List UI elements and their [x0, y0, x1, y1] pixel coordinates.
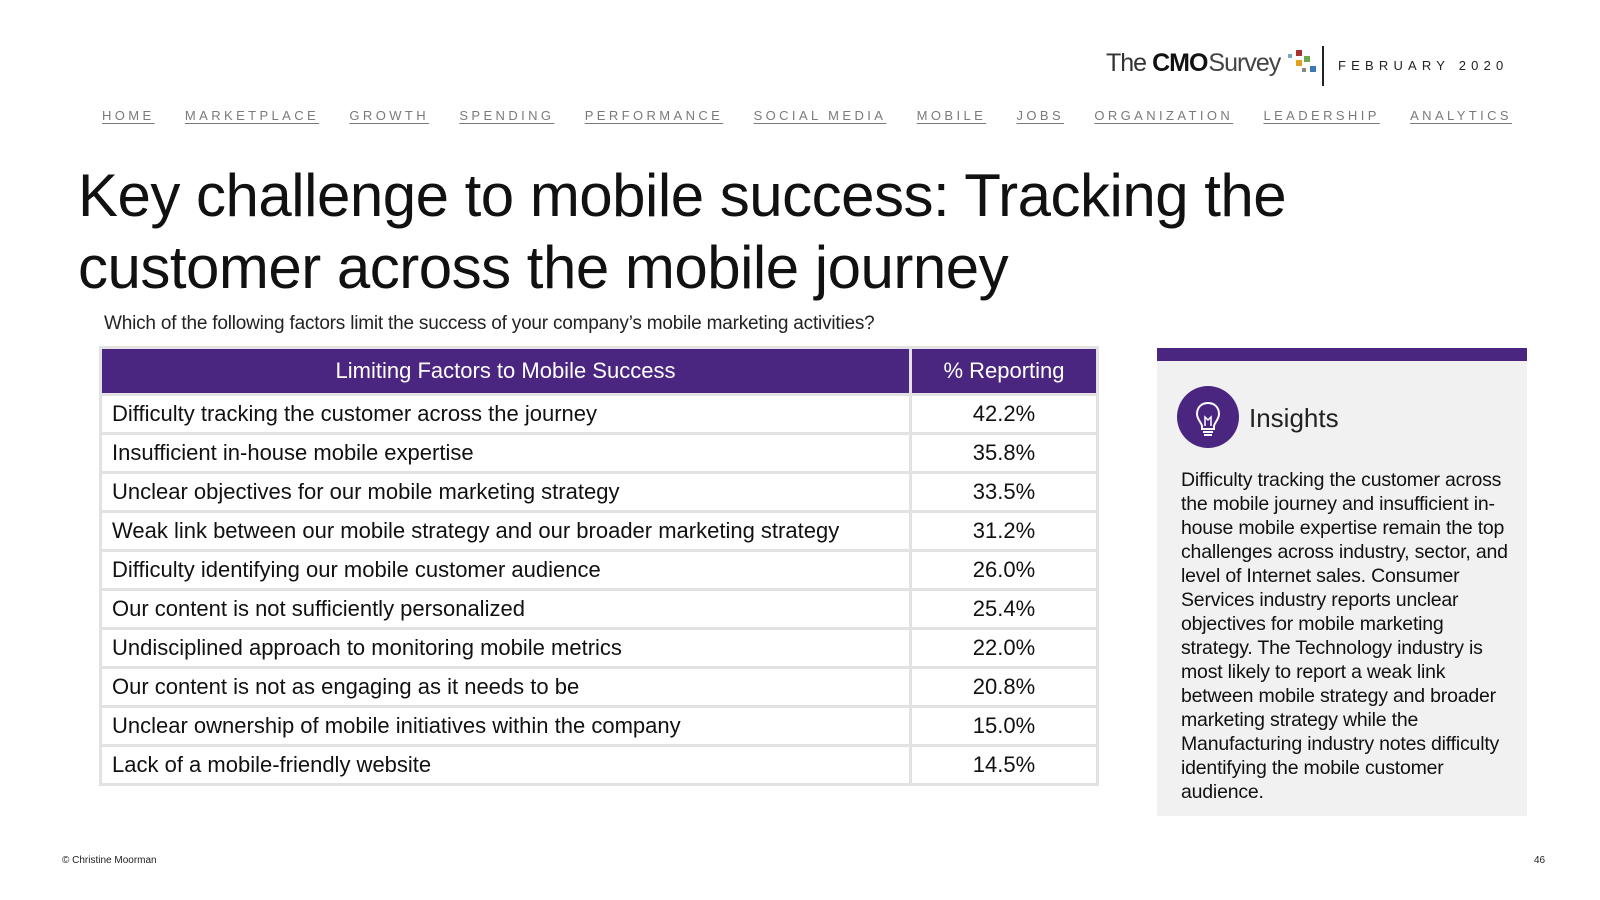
- percent-cell: 15.0%: [909, 705, 1099, 747]
- insights-title: Insights: [1249, 403, 1339, 433]
- report-date: FEBRUARY 2020: [1338, 58, 1509, 73]
- insights-panel: Insights Difficulty tracking the custome…: [1157, 348, 1527, 816]
- table-row: Unclear objectives for our mobile market…: [99, 471, 1099, 513]
- factor-cell: Insufficient in-house mobile expertise: [99, 432, 912, 474]
- logo-cmo: CMO: [1152, 49, 1208, 77]
- nav-social-media[interactable]: SOCIAL MEDIA: [753, 108, 887, 123]
- nav-growth[interactable]: GROWTH: [349, 108, 430, 123]
- table-row: Difficulty identifying our mobile custom…: [99, 549, 1099, 591]
- nav-marketplace[interactable]: MARKETPLACE: [184, 108, 320, 123]
- column-header-percent: % Reporting: [909, 346, 1099, 396]
- nav-home[interactable]: HOME: [102, 108, 155, 123]
- factor-cell: Undisciplined approach to monitoring mob…: [99, 627, 912, 669]
- limiting-factors-table: Limiting Factors to Mobile Success % Rep…: [99, 346, 1099, 786]
- factor-cell: Our content is not sufficiently personal…: [99, 588, 912, 630]
- nav-mobile[interactable]: MOBILE: [916, 108, 987, 123]
- factor-cell: Unclear ownership of mobile initiatives …: [99, 705, 912, 747]
- cmo-survey-logo: The CMO Survey: [1106, 48, 1318, 78]
- table-header-row: Limiting Factors to Mobile Success % Rep…: [99, 346, 1099, 396]
- table-row: Difficulty tracking the customer across …: [99, 393, 1099, 435]
- percent-cell: 33.5%: [909, 471, 1099, 513]
- percent-cell: 25.4%: [909, 588, 1099, 630]
- copyright: © Christine Moorman: [62, 855, 157, 866]
- percent-cell: 14.5%: [909, 744, 1099, 786]
- column-header-factor: Limiting Factors to Mobile Success: [99, 346, 912, 396]
- nav-spending[interactable]: SPENDING: [459, 108, 555, 123]
- insights-text: Difficulty tracking the customer across …: [1181, 469, 1508, 803]
- percent-cell: 31.2%: [909, 510, 1099, 552]
- nav-leadership[interactable]: LEADERSHIP: [1263, 108, 1380, 123]
- percent-cell: 22.0%: [909, 627, 1099, 669]
- nav-organization[interactable]: ORGANIZATION: [1094, 108, 1234, 123]
- percent-cell: 35.8%: [909, 432, 1099, 474]
- percent-cell: 26.0%: [909, 549, 1099, 591]
- table-row: Our content is not sufficiently personal…: [99, 588, 1099, 630]
- table-row: Undisciplined approach to monitoring mob…: [99, 627, 1099, 669]
- table-row: Insufficient in-house mobile expertise 35…: [99, 432, 1099, 474]
- table-row: Our content is not as engaging as it nee…: [99, 666, 1099, 708]
- factor-cell: Unclear objectives for our mobile market…: [99, 471, 912, 513]
- header-divider: [1322, 46, 1324, 86]
- percent-cell: 20.8%: [909, 666, 1099, 708]
- table-row: Weak link between our mobile strategy an…: [99, 510, 1099, 552]
- nav-jobs[interactable]: JOBS: [1016, 108, 1065, 123]
- factor-cell: Weak link between our mobile strategy an…: [99, 510, 912, 552]
- factor-cell: Difficulty identifying our mobile custom…: [99, 549, 912, 591]
- logo-survey: Survey: [1208, 49, 1281, 77]
- survey-question: Which of the following factors limit the…: [104, 313, 875, 334]
- logo-dots-icon: [1282, 48, 1318, 78]
- factor-cell: Lack of a mobile-friendly website: [99, 744, 912, 786]
- page-title: Key challenge to mobile success: Trackin…: [78, 162, 1287, 301]
- factor-cell: Difficulty tracking the customer across …: [99, 393, 912, 435]
- table-row: Lack of a mobile-friendly website 14.5%: [99, 744, 1099, 786]
- nav-performance[interactable]: PERFORMANCE: [584, 108, 724, 123]
- top-navigation: HOME MARKETPLACE GROWTH SPENDING PERFORM…: [102, 108, 1512, 123]
- table-row: Unclear ownership of mobile initiatives …: [99, 705, 1099, 747]
- lightbulb-icon: [1177, 386, 1239, 448]
- page-number: 46: [1534, 855, 1546, 866]
- logo-the: The: [1106, 49, 1147, 77]
- percent-cell: 42.2%: [909, 393, 1099, 435]
- nav-analytics[interactable]: ANALYTICS: [1410, 108, 1512, 123]
- factor-cell: Our content is not as engaging as it nee…: [99, 666, 912, 708]
